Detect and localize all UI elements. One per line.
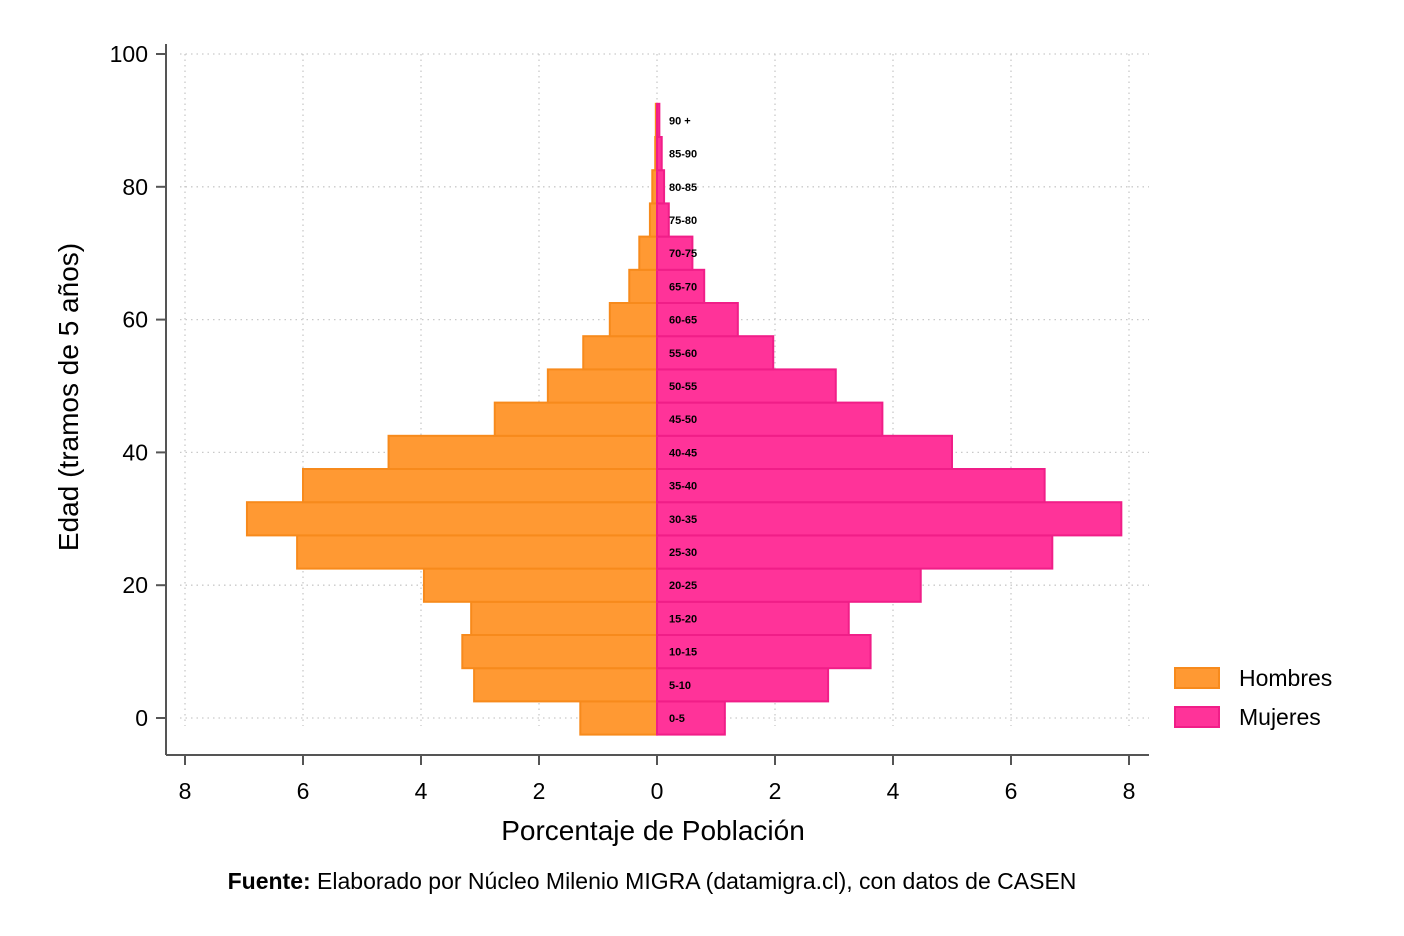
x-tick-label: 8 xyxy=(1123,778,1136,804)
x-tick-label: 2 xyxy=(769,778,782,804)
bar-hombres-50-55 xyxy=(546,368,658,404)
age-group-label: 90 + xyxy=(669,115,691,127)
bar-hombres-25-30 xyxy=(296,534,658,570)
age-group-label: 75-80 xyxy=(669,215,697,227)
legend: Hombres Mujeres xyxy=(1174,665,1332,730)
bar-hombres-65-70 xyxy=(628,268,659,304)
age-group-label: 15-20 xyxy=(669,613,697,625)
age-group-label: 10-15 xyxy=(669,647,697,659)
legend-label-mujeres: Mujeres xyxy=(1239,704,1321,730)
bar-mujeres-45-50 xyxy=(656,401,884,437)
bar-mujeres-80-85 xyxy=(656,169,666,205)
bar-mujeres-30-35 xyxy=(656,501,1123,537)
bar-mujeres-40-45 xyxy=(656,434,953,470)
bars xyxy=(245,102,1123,736)
bar-mujeres-35-40 xyxy=(656,468,1046,504)
bar-mujeres-85-90 xyxy=(656,136,663,172)
age-group-label: 0-5 xyxy=(669,713,685,725)
bar-mujeres-20-25 xyxy=(656,567,922,603)
y-tick-label: 40 xyxy=(122,439,148,465)
age-group-label: 45-50 xyxy=(669,414,697,426)
x-tick-label: 4 xyxy=(887,778,900,804)
x-tick-label: 4 xyxy=(415,778,428,804)
y-tick-label: 0 xyxy=(135,705,148,731)
bar-hombres-0-5 xyxy=(579,700,658,736)
bar-mujeres-70-75 xyxy=(656,235,694,271)
x-tick-label: 6 xyxy=(297,778,310,804)
age-group-label: 5-10 xyxy=(669,680,691,692)
age-group-label: 55-60 xyxy=(669,348,697,360)
x-tick-label: 8 xyxy=(179,778,192,804)
bar-mujeres-50-55 xyxy=(656,368,837,404)
bar-hombres-30-35 xyxy=(245,501,658,537)
source-note: Fuente: Elaborado por Núcleo Milenio MIG… xyxy=(0,868,1304,895)
age-group-label: 20-25 xyxy=(669,580,697,592)
age-group-label: 80-85 xyxy=(669,182,697,194)
y-axis-title: Edad (tramos de 5 años) xyxy=(53,243,84,551)
bar-hombres-15-20 xyxy=(470,600,658,636)
x-tick-label: 2 xyxy=(533,778,546,804)
y-tick-label: 80 xyxy=(122,174,148,200)
age-group-label: 70-75 xyxy=(669,248,697,260)
age-group-label: 60-65 xyxy=(669,315,697,327)
age-group-label: 85-90 xyxy=(669,149,697,161)
age-group-labels: 0-5 5-10 10-15 15-20 20-25 25-30 30-35 35-40 40-… xyxy=(669,115,697,725)
age-group-label: 50-55 xyxy=(669,381,697,393)
y-tick-label: 100 xyxy=(110,41,148,67)
bar-hombres-5-10 xyxy=(473,667,658,703)
x-axis-title: Porcentaje de Población xyxy=(501,815,805,846)
bar-hombres-75-80 xyxy=(648,202,658,238)
bar-mujeres-15-20 xyxy=(656,600,850,636)
bar-mujeres-0-5 xyxy=(656,700,726,736)
bar-mujeres-75-80 xyxy=(656,202,670,238)
bar-hombres-20-25 xyxy=(422,567,659,603)
bar-mujeres-90 + xyxy=(656,102,661,139)
bar-hombres-10-15 xyxy=(461,634,658,670)
bar-hombres-45-50 xyxy=(493,401,658,437)
age-group-label: 35-40 xyxy=(669,481,697,493)
age-group-label: 40-45 xyxy=(669,447,697,459)
bar-mujeres-25-30 xyxy=(656,534,1054,570)
age-group-label: 30-35 xyxy=(669,514,697,526)
bar-hombres-70-75 xyxy=(638,235,658,271)
legend-swatch-hombres xyxy=(1174,667,1220,689)
bar-hombres-55-60 xyxy=(582,335,658,371)
x-tick-label: 6 xyxy=(1005,778,1018,804)
source-label: Fuente: xyxy=(227,868,311,894)
age-group-label: 25-30 xyxy=(669,547,697,559)
legend-label-hombres: Hombres xyxy=(1239,665,1332,691)
bar-hombres-60-65 xyxy=(608,302,658,338)
source-text: Elaborado por Núcleo Milenio MIGRA (data… xyxy=(310,868,1077,894)
x-tick-label: 0 xyxy=(651,778,664,804)
bar-hombres-40-45 xyxy=(387,434,658,470)
bar-hombres-35-40 xyxy=(302,468,658,504)
y-tick-label: 60 xyxy=(122,307,148,333)
age-group-label: 65-70 xyxy=(669,281,697,293)
y-tick-label: 20 xyxy=(122,572,148,598)
legend-swatch-mujeres xyxy=(1174,706,1220,728)
